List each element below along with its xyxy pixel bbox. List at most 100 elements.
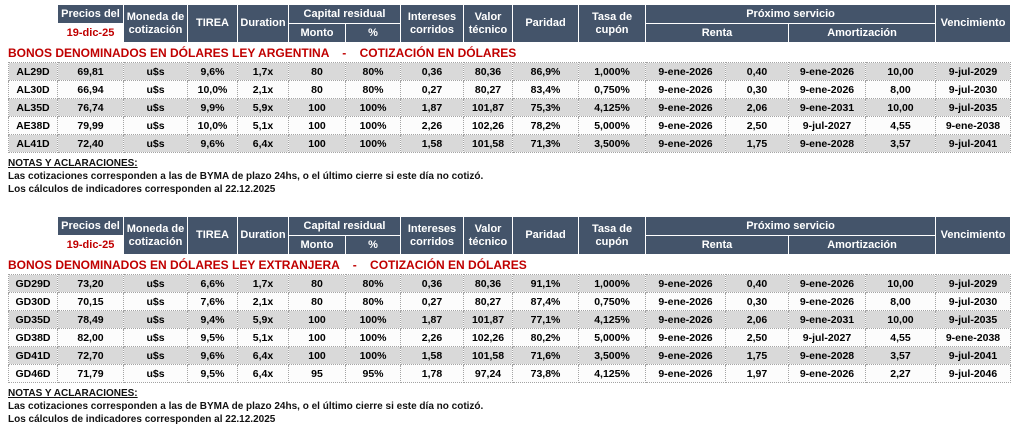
cell-tirea: 10,0% bbox=[187, 80, 238, 99]
cell-valor-tecnico: 80,27 bbox=[463, 292, 513, 311]
cell-intereses-corridos: 1,58 bbox=[400, 134, 464, 153]
cell-valor-tecnico: 101,87 bbox=[463, 98, 513, 117]
cell-renta-fecha: 9-ene-2026 bbox=[645, 328, 726, 347]
cell-moneda: u$s bbox=[123, 134, 188, 153]
cell-ticker: GD35D bbox=[8, 310, 58, 329]
cell-tirea: 6,6% bbox=[187, 274, 238, 293]
cell-tirea: 9,5% bbox=[187, 364, 238, 383]
cell-ticker: AL30D bbox=[8, 80, 58, 99]
cell-moneda: u$s bbox=[123, 98, 188, 117]
cell-valor-tecnico: 80,27 bbox=[463, 80, 513, 99]
col-header-paridad: Paridad bbox=[512, 216, 580, 255]
cell-intereses-corridos: 2,26 bbox=[400, 328, 464, 347]
col-header-moneda-cotizacion: Moneda de cotización bbox=[123, 4, 188, 43]
cell-capital-monto: 100 bbox=[288, 134, 346, 153]
cell-capital-pct: 100% bbox=[345, 98, 401, 117]
cell-valor-tecnico: 97,24 bbox=[463, 364, 513, 383]
table-row: AE38D 79,99 u$s 10,0% 5,1x 100 100% 2,26 102,26 7… bbox=[8, 116, 1011, 135]
cell-capital-pct: 100% bbox=[345, 328, 401, 347]
cell-valor-tecnico: 102,26 bbox=[463, 328, 513, 347]
cell-paridad: 91,1% bbox=[512, 274, 579, 293]
cell-amortizacion-fecha: 9-jul-2027 bbox=[788, 328, 866, 347]
cell-intereses-corridos: 0,36 bbox=[400, 274, 464, 293]
cell-moneda: u$s bbox=[123, 274, 188, 293]
cell-ticker: AE38D bbox=[8, 116, 58, 135]
price-date: 19-dic-25 bbox=[57, 23, 124, 43]
cell-duration: 1,7x bbox=[237, 62, 289, 81]
cell-amortizacion-monto: 10,00 bbox=[865, 274, 936, 293]
col-header-duration: Duration bbox=[237, 216, 289, 255]
bond-data-table: AL29D 69,81 u$s 9,6% 1,7x 80 80% 0,36 80,36 86,9%… bbox=[8, 62, 1011, 153]
cell-ticker: GD29D bbox=[8, 274, 58, 293]
cell-amortizacion-fecha: 9-ene-2031 bbox=[788, 310, 866, 329]
bond-table-section: Precios del Moneda de cotización TIREA D… bbox=[8, 4, 1016, 196]
cell-renta-monto: 2,06 bbox=[725, 98, 789, 117]
cell-tirea: 7,6% bbox=[187, 292, 238, 311]
cell-capital-pct: 80% bbox=[345, 292, 401, 311]
cell-amortizacion-monto: 8,00 bbox=[865, 292, 936, 311]
cell-tasa-cupon: 5,000% bbox=[578, 116, 646, 135]
col-header-amortizacion: Amortización bbox=[788, 23, 937, 43]
cell-renta-fecha: 9-ene-2026 bbox=[645, 274, 726, 293]
cell-intereses-corridos: 1,58 bbox=[400, 346, 464, 365]
cell-tirea: 9,5% bbox=[187, 328, 238, 347]
cell-renta-fecha: 9-ene-2026 bbox=[645, 346, 726, 365]
cell-intereses-corridos: 1,78 bbox=[400, 364, 464, 383]
notes-block: NOTAS Y ACLARACIONES: Las cotizaciones c… bbox=[8, 157, 1016, 196]
cell-amortizacion-fecha: 9-jul-2027 bbox=[788, 116, 866, 135]
cell-amortizacion-monto: 2,27 bbox=[865, 364, 936, 383]
cell-capital-monto: 100 bbox=[288, 346, 346, 365]
cell-tirea: 9,6% bbox=[187, 62, 238, 81]
cell-renta-monto: 2,06 bbox=[725, 310, 789, 329]
table-row: GD30D 70,15 u$s 7,6% 2,1x 80 80% 0,27 80,27 87,4%… bbox=[8, 292, 1011, 311]
section-title: BONOS DENOMINADOS EN DÓLARES LEY EXTRANJ… bbox=[8, 258, 527, 272]
cell-precio: 71,79 bbox=[57, 364, 124, 383]
cell-amortizacion-fecha: 9-ene-2026 bbox=[788, 62, 866, 81]
cell-renta-monto: 2,50 bbox=[725, 328, 789, 347]
col-header-vencimiento: Vencimiento bbox=[935, 216, 1012, 255]
cell-duration: 5,9x bbox=[237, 310, 289, 329]
cell-intereses-corridos: 0,27 bbox=[400, 80, 464, 99]
cell-renta-fecha: 9-ene-2026 bbox=[645, 80, 726, 99]
cell-capital-pct: 100% bbox=[345, 134, 401, 153]
cell-amortizacion-fecha: 9-ene-2026 bbox=[788, 274, 866, 293]
cell-paridad: 73,8% bbox=[512, 364, 579, 383]
column-header: Precios del Moneda de cotización TIREA D… bbox=[57, 216, 1012, 255]
cell-paridad: 86,9% bbox=[512, 62, 579, 81]
cell-amortizacion-monto: 10,00 bbox=[865, 310, 936, 329]
cell-capital-pct: 100% bbox=[345, 346, 401, 365]
col-header-intereses-corridos: Intereses corridos bbox=[400, 4, 465, 43]
cell-amortizacion-fecha: 9-ene-2028 bbox=[788, 134, 866, 153]
cell-duration: 6,4x bbox=[237, 134, 289, 153]
table-row: GD29D 73,20 u$s 6,6% 1,7x 80 80% 0,36 80,36 91,1%… bbox=[8, 274, 1011, 293]
cell-ticker: GD41D bbox=[8, 346, 58, 365]
cell-tirea: 9,9% bbox=[187, 98, 238, 117]
section-title: BONOS DENOMINADOS EN DÓLARES LEY ARGENTI… bbox=[8, 46, 517, 60]
cell-tirea: 9,4% bbox=[187, 310, 238, 329]
cell-vencimiento: 9-ene-2038 bbox=[935, 328, 1011, 347]
col-header-precios-del: Precios del bbox=[57, 216, 124, 236]
cell-paridad: 71,6% bbox=[512, 346, 579, 365]
cell-vencimiento: 9-ene-2038 bbox=[935, 116, 1011, 135]
cell-renta-monto: 1,75 bbox=[725, 134, 789, 153]
col-header-moneda-cotizacion: Moneda de cotización bbox=[123, 216, 188, 255]
cell-intereses-corridos: 0,27 bbox=[400, 292, 464, 311]
col-header-intereses-corridos: Intereses corridos bbox=[400, 216, 465, 255]
col-header-amortizacion: Amortización bbox=[788, 235, 937, 255]
cell-duration: 2,1x bbox=[237, 80, 289, 99]
cell-moneda: u$s bbox=[123, 62, 188, 81]
cell-amortizacion-fecha: 9-ene-2026 bbox=[788, 364, 866, 383]
cell-vencimiento: 9-jul-2046 bbox=[935, 364, 1011, 383]
cell-precio: 79,99 bbox=[57, 116, 124, 135]
table-row: AL41D 72,40 u$s 9,6% 6,4x 100 100% 1,58 101,58 71… bbox=[8, 134, 1011, 153]
cell-capital-monto: 100 bbox=[288, 310, 346, 329]
cell-intereses-corridos: 0,36 bbox=[400, 62, 464, 81]
col-header-monto: Monto bbox=[288, 23, 346, 43]
col-header-pct: % bbox=[344, 235, 402, 255]
table-row: GD35D 78,49 u$s 9,4% 5,9x 100 100% 1,87 101,87 77… bbox=[8, 310, 1011, 329]
cell-capital-pct: 80% bbox=[345, 62, 401, 81]
cell-tasa-cupon: 1,000% bbox=[578, 274, 646, 293]
cell-vencimiento: 9-jul-2035 bbox=[935, 310, 1011, 329]
cell-duration: 5,9x bbox=[237, 98, 289, 117]
